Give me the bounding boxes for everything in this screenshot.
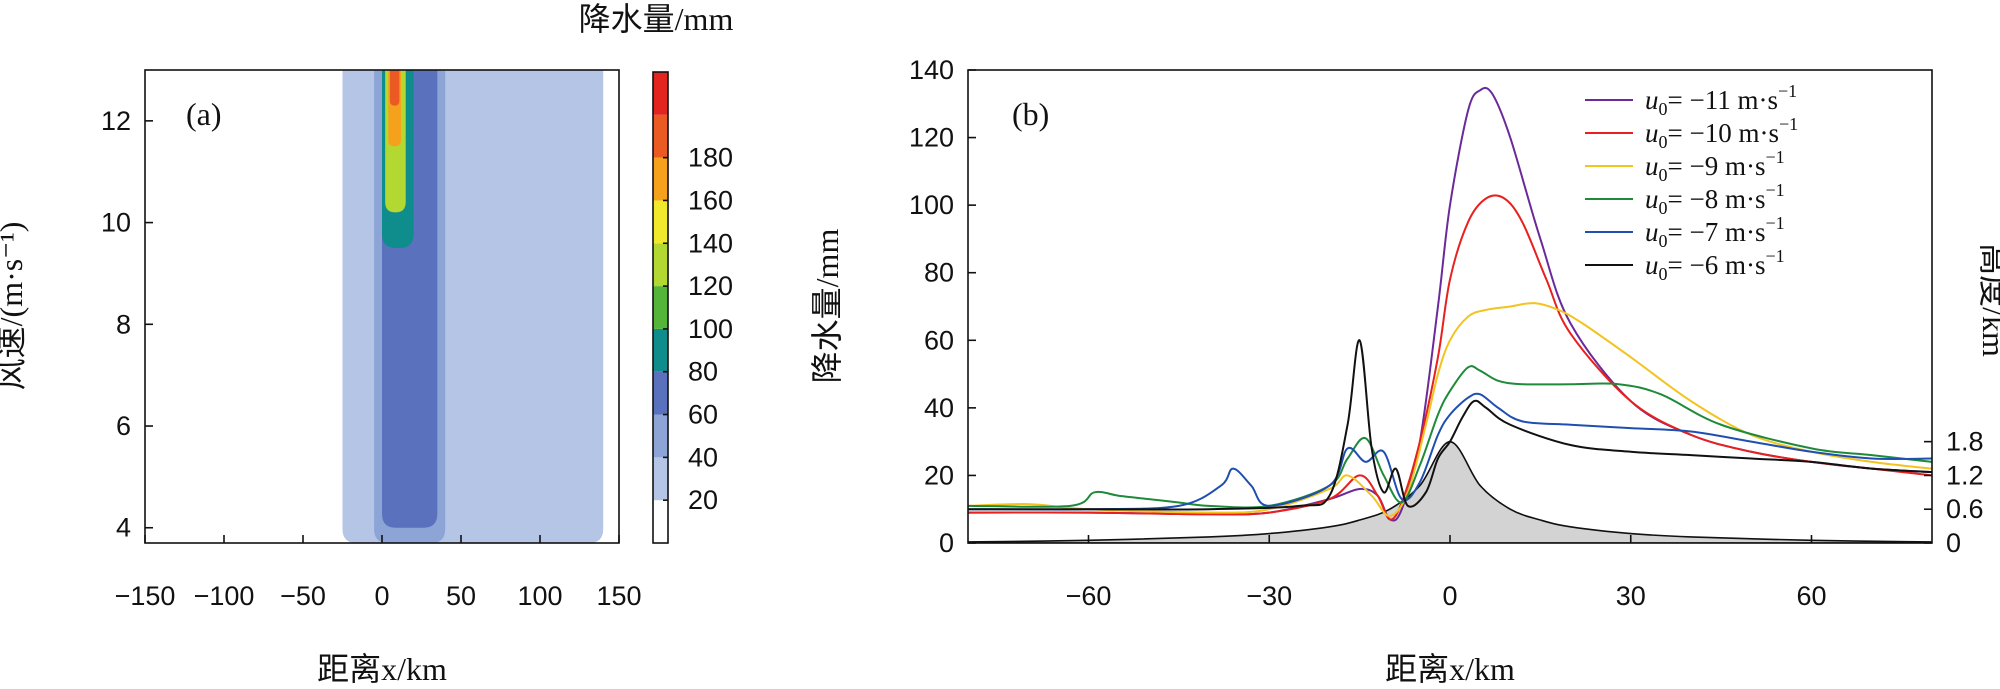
panel-b-y2-label: 高度/km (1976, 243, 2000, 357)
panel-b-y-axis: 0 20 40 60 80 100 120 140 (909, 55, 976, 558)
y-tick-label: 40 (924, 393, 954, 423)
colorbar-tick-label: 60 (688, 400, 718, 430)
series-line-1 (968, 194, 1932, 521)
x-tick-label: 60 (1796, 581, 1826, 611)
series-line-5 (968, 339, 1932, 511)
y-tick-label: 100 (909, 190, 954, 220)
colorbar-swatch (653, 286, 668, 329)
colorbar-tick-label: 160 (688, 185, 733, 215)
x-tick-label: −100 (194, 581, 255, 611)
colorbar-tick-label: 180 (688, 143, 733, 173)
y-tick-label: 60 (924, 325, 954, 355)
panel-b: −60 −30 0 30 60 0 20 40 60 80 100 120 140 0 0.6 1.21.… (809, 55, 2000, 687)
colorbar-swatch (653, 72, 668, 115)
legend-entry-label: u0= −8 m·s−1 (1645, 180, 1785, 218)
colorbar-tick-label: 20 (688, 485, 718, 515)
y2-tick-label: 1.2 (1946, 460, 1984, 490)
x-tick-label: −150 (115, 581, 176, 611)
colorbar-swatch (653, 500, 668, 543)
colorbar-swatch (653, 157, 668, 201)
x-tick-label: 50 (446, 581, 476, 611)
y2-tick-label: 1.8 (1946, 427, 1984, 457)
x-tick-label: 100 (517, 581, 562, 611)
terrain-area (968, 440, 1932, 543)
y-tick-label: 8 (116, 309, 131, 339)
y-tick-label: 4 (116, 513, 131, 543)
y-tick-label: 6 (116, 411, 131, 441)
y-tick-label: 0 (939, 528, 954, 558)
colorbar-swatch (653, 114, 668, 158)
panel-b-x-label: 距离x/km (1385, 651, 1515, 687)
legend-entry-label: u0= −11 m·s−1 (1645, 81, 1797, 119)
contour-region-180 (389, 70, 400, 106)
y-tick-label: 120 (909, 123, 954, 153)
contour-fill-area (342, 70, 604, 543)
x-tick-label: −60 (1066, 581, 1112, 611)
colorbar-tick-label: 140 (688, 228, 733, 258)
series-line-4 (968, 392, 1932, 511)
colorbar-title: 降水量/mm (579, 1, 734, 37)
y2-tick-label: 0 (1946, 528, 1961, 558)
legend-entry-label: u0= −9 m·s−1 (1645, 147, 1785, 185)
colorbar-swatch (653, 371, 668, 415)
panel-b-y2-axis: 0 0.6 1.21.8 (1924, 427, 1984, 558)
colorbar-tick-label: 100 (688, 314, 733, 344)
panel-b-y-label: 降水量/mm (809, 229, 845, 384)
y-tick-label: 140 (909, 55, 954, 85)
colorbar: 20 40 60 80 100 120 140 160 180 (652, 71, 733, 544)
x-tick-label: 150 (596, 581, 641, 611)
x-tick-label: 30 (1616, 581, 1646, 611)
legend: u0= −11 m·s−1u0= −10 m·s−1u0= −9 m·s−1u0… (1585, 81, 1798, 284)
colorbar-swatch (653, 457, 668, 501)
legend-entry-label: u0= −6 m·s−1 (1645, 246, 1785, 284)
y-tick-label: 20 (924, 460, 954, 490)
x-tick-label: 0 (1442, 581, 1457, 611)
colorbar-tick-label: 40 (688, 442, 718, 472)
panel-b-x-axis: −60 −30 0 30 60 (1066, 535, 1827, 611)
colorbar-tick-label: 80 (688, 357, 718, 387)
colorbar-swatch (653, 243, 668, 287)
panel-b-label: (b) (1012, 96, 1049, 132)
panel-a-y-axis: 4 6 8 10 12 (101, 106, 153, 543)
legend-entry-label: u0= −7 m·s−1 (1645, 213, 1785, 251)
terrain-profile (968, 440, 1932, 543)
y-tick-label: 12 (101, 106, 131, 136)
series-line-3 (968, 365, 1932, 509)
x-tick-label: −50 (280, 581, 326, 611)
colorbar-frame (652, 71, 669, 544)
legend-entry-label: u0= −10 m·s−1 (1645, 114, 1798, 152)
panel-a-label: (a) (186, 96, 222, 132)
colorbar-swatch (653, 414, 668, 458)
y2-tick-label: 0.6 (1946, 494, 1984, 524)
y-tick-label: 10 (101, 208, 131, 238)
colorbar-swatch (653, 328, 668, 372)
x-tick-label: −30 (1246, 581, 1292, 611)
x-tick-label: 0 (374, 581, 389, 611)
series-line-2 (968, 302, 1932, 517)
y-tick-label: 80 (924, 258, 954, 288)
colorbar-tick-label: 120 (688, 271, 733, 301)
colorbar-swatch (653, 200, 668, 244)
panel-a-x-axis: −150 −100 −50 0 50 100 150 (115, 535, 642, 611)
precipitation-lines (968, 86, 1932, 522)
panel-a-x-label: 距离x/km (317, 651, 447, 687)
panel-a-y-label: 风速/(m·s⁻¹) (0, 222, 29, 391)
